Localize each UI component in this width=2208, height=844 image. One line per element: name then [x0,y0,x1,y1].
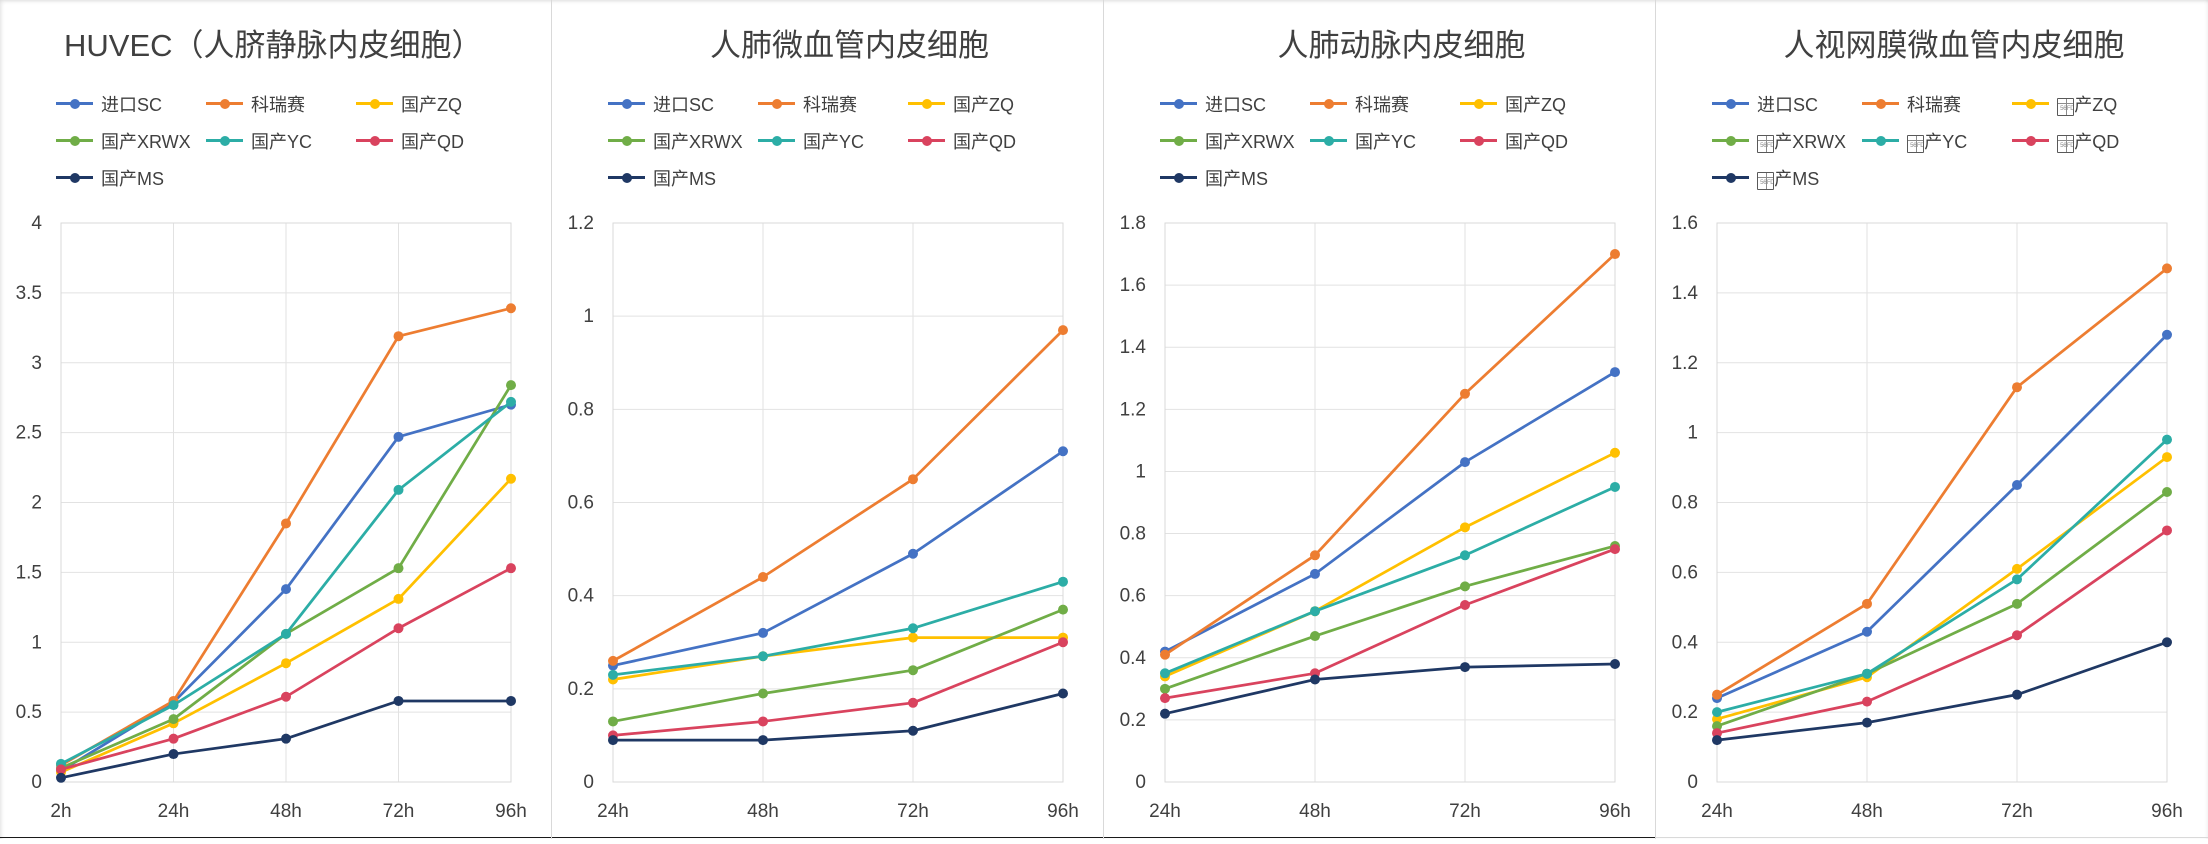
svg-text:1.8: 1.8 [1120,213,1146,234]
svg-text:1.2: 1.2 [1120,399,1146,420]
svg-text:1.6: 1.6 [1672,213,1698,234]
svg-text:0: 0 [31,772,42,793]
svg-text:72h: 72h [383,801,415,822]
svg-text:0.4: 0.4 [1120,648,1147,669]
svg-text:0.8: 0.8 [1672,493,1698,514]
svg-text:48h: 48h [747,801,779,822]
svg-text:0: 0 [1135,772,1146,793]
svg-text:2: 2 [31,493,42,514]
svg-text:1: 1 [1135,461,1146,482]
svg-text:1.6: 1.6 [1120,275,1146,296]
svg-text:1.4: 1.4 [1672,283,1699,304]
svg-text:48h: 48h [1299,801,1331,822]
svg-text:0.8: 0.8 [568,399,594,420]
svg-text:1.2: 1.2 [568,213,594,234]
svg-text:0.6: 0.6 [1120,586,1146,607]
svg-text:0.4: 0.4 [1672,632,1699,653]
svg-text:72h: 72h [2001,801,2033,822]
svg-text:96h: 96h [2151,801,2183,822]
svg-text:0: 0 [583,772,594,793]
svg-text:4: 4 [31,213,42,234]
svg-text:2.5: 2.5 [16,423,42,444]
svg-text:0.5: 0.5 [16,702,42,723]
svg-text:96h: 96h [1599,801,1631,822]
svg-text:0.6: 0.6 [568,493,594,514]
svg-text:96h: 96h [495,801,527,822]
svg-text:0.2: 0.2 [1120,710,1146,731]
svg-text:48h: 48h [270,801,302,822]
svg-text:0.2: 0.2 [1672,702,1698,723]
svg-text:0.2: 0.2 [568,679,594,700]
svg-text:72h: 72h [1449,801,1481,822]
svg-text:3.5: 3.5 [16,283,42,304]
svg-text:1.2: 1.2 [1672,353,1698,374]
svg-text:1: 1 [583,306,594,327]
svg-text:24h: 24h [597,801,629,822]
svg-text:24h: 24h [158,801,190,822]
svg-text:1: 1 [1687,423,1698,444]
svg-text:0.6: 0.6 [1672,562,1698,583]
svg-text:1.4: 1.4 [1120,337,1147,358]
svg-text:0.8: 0.8 [1120,524,1146,545]
svg-text:3: 3 [31,353,42,374]
svg-text:96h: 96h [1047,801,1079,822]
svg-text:24h: 24h [1701,801,1733,822]
svg-text:1.5: 1.5 [16,562,42,583]
svg-text:24h: 24h [1149,801,1181,822]
svg-text:0.4: 0.4 [568,586,595,607]
svg-text:0: 0 [1687,772,1698,793]
svg-text:1: 1 [31,632,42,653]
svg-text:2h: 2h [50,801,71,822]
svg-text:48h: 48h [1851,801,1883,822]
svg-text:72h: 72h [897,801,929,822]
